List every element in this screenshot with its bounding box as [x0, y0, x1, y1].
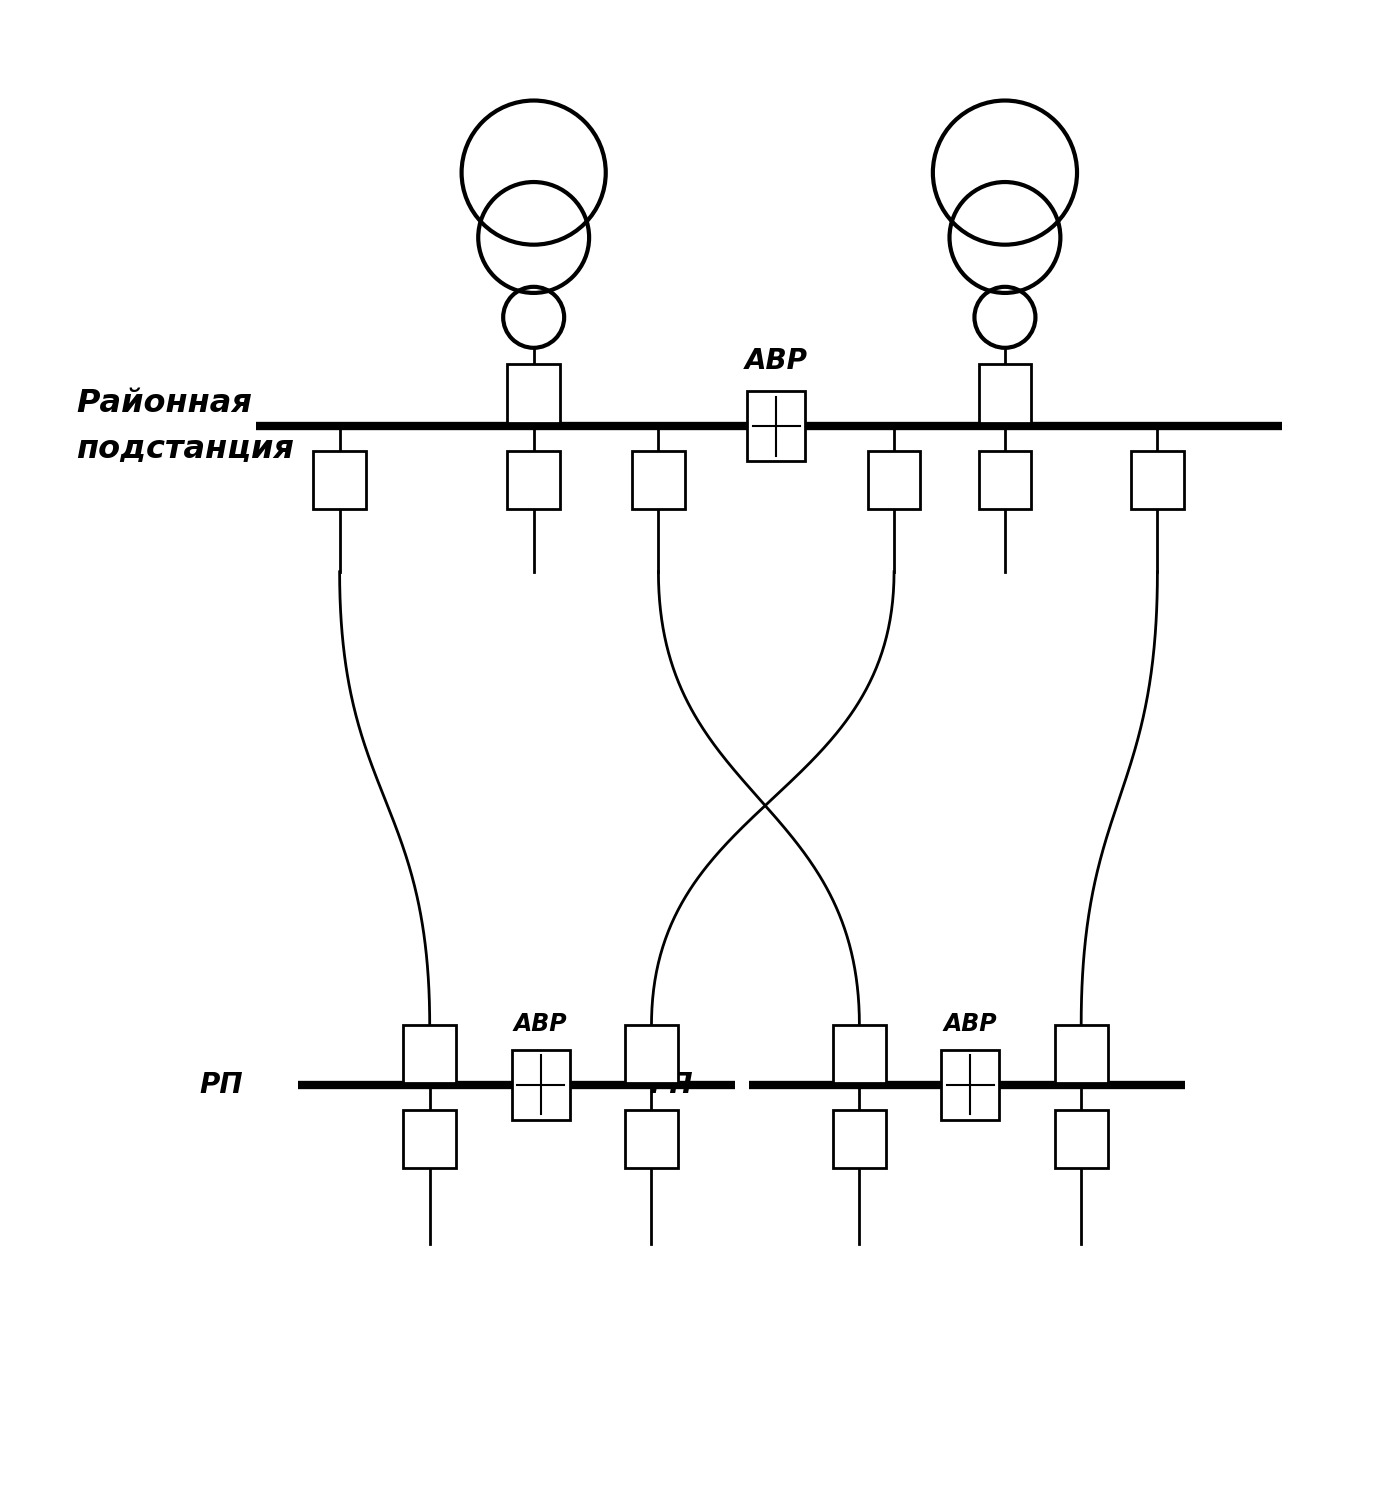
Bar — [403, 1110, 456, 1167]
Bar — [403, 1026, 456, 1083]
Bar — [1054, 1110, 1107, 1167]
Bar — [833, 1110, 886, 1167]
Text: ABP: ABP — [745, 347, 808, 374]
Text: PП: PП — [650, 1071, 693, 1098]
Bar — [979, 451, 1032, 510]
Bar — [748, 391, 805, 462]
Bar — [833, 1026, 886, 1083]
Bar — [868, 451, 920, 510]
Text: подстанция: подстанция — [76, 433, 294, 465]
Bar — [314, 451, 365, 510]
Bar — [626, 1026, 678, 1083]
Bar — [507, 451, 560, 510]
Text: ABP: ABP — [514, 1012, 567, 1036]
Text: Районная: Районная — [76, 388, 252, 420]
Bar — [1054, 1026, 1107, 1083]
Bar — [631, 451, 685, 510]
Text: PП: PП — [199, 1071, 242, 1098]
Bar — [1131, 451, 1184, 510]
Bar — [626, 1110, 678, 1167]
Bar — [979, 364, 1032, 423]
Bar — [507, 364, 560, 423]
Bar — [941, 1050, 1000, 1119]
Bar — [511, 1050, 570, 1119]
Text: ABP: ABP — [944, 1012, 997, 1036]
